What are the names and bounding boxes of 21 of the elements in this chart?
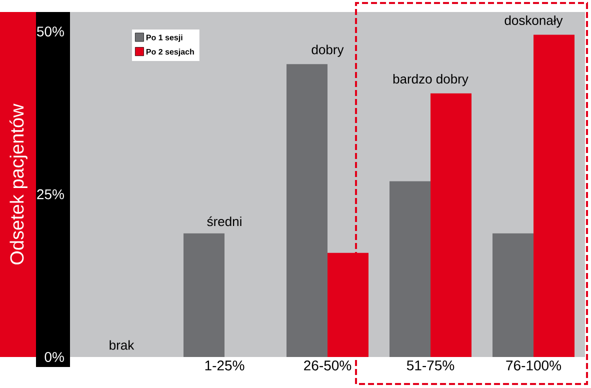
legend-label: Po 2 sesjach — [146, 48, 194, 56]
bar — [184, 233, 225, 357]
bar — [286, 64, 328, 357]
y-axis-title: Odsetek pacjentów — [10, 104, 28, 264]
bar — [492, 233, 534, 357]
bar — [430, 93, 472, 357]
x-tick-label: 1-25% — [205, 360, 244, 370]
x-tick-label: 76-100% — [506, 360, 562, 370]
annotation: dobry — [312, 44, 344, 57]
y-tick-label: 25% — [37, 189, 64, 200]
annotation: średni — [207, 216, 242, 226]
legend-label: Po 1 sesji — [146, 34, 182, 42]
annotation: bardzo dobry — [393, 74, 468, 86]
y-tick-label: 50% — [37, 26, 64, 36]
bar — [390, 181, 431, 357]
bar — [534, 34, 575, 357]
y-tick-label: 0% — [44, 352, 64, 362]
x-tick-label: 26-50% — [304, 360, 352, 370]
x-tick-label: 51-75% — [406, 360, 454, 370]
annotation: brak — [110, 340, 134, 350]
annotation: doskonały — [504, 15, 563, 28]
